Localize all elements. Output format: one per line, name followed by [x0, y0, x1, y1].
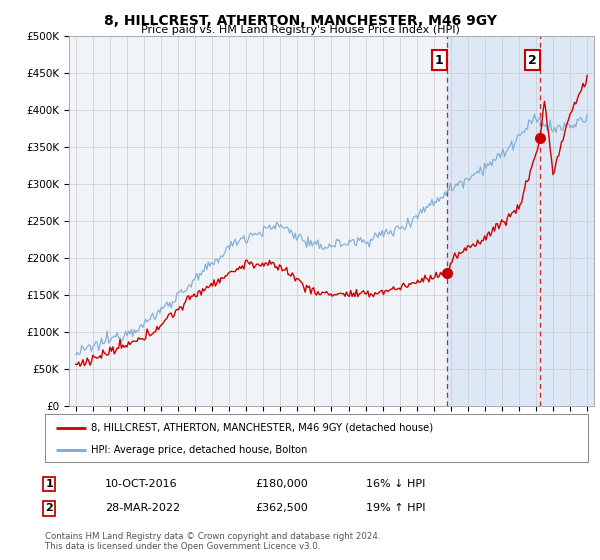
Text: 16% ↓ HPI: 16% ↓ HPI — [366, 479, 425, 489]
Text: 10-OCT-2016: 10-OCT-2016 — [105, 479, 178, 489]
Text: 19% ↑ HPI: 19% ↑ HPI — [366, 503, 425, 514]
Text: 2: 2 — [46, 503, 53, 514]
Text: Price paid vs. HM Land Registry's House Price Index (HPI): Price paid vs. HM Land Registry's House … — [140, 25, 460, 35]
Text: 8, HILLCREST, ATHERTON, MANCHESTER, M46 9GY: 8, HILLCREST, ATHERTON, MANCHESTER, M46 … — [104, 14, 497, 28]
Text: £362,500: £362,500 — [255, 503, 308, 514]
Text: £180,000: £180,000 — [255, 479, 308, 489]
Bar — [447, 36, 596, 406]
Text: 1: 1 — [435, 54, 443, 67]
Text: 28-MAR-2022: 28-MAR-2022 — [105, 503, 180, 514]
Text: 8, HILLCREST, ATHERTON, MANCHESTER, M46 9GY (detached house): 8, HILLCREST, ATHERTON, MANCHESTER, M46 … — [91, 423, 433, 433]
Text: 2: 2 — [528, 54, 537, 67]
Text: HPI: Average price, detached house, Bolton: HPI: Average price, detached house, Bolt… — [91, 445, 308, 455]
Text: 1: 1 — [46, 479, 53, 489]
Text: Contains HM Land Registry data © Crown copyright and database right 2024.
This d: Contains HM Land Registry data © Crown c… — [45, 532, 380, 552]
